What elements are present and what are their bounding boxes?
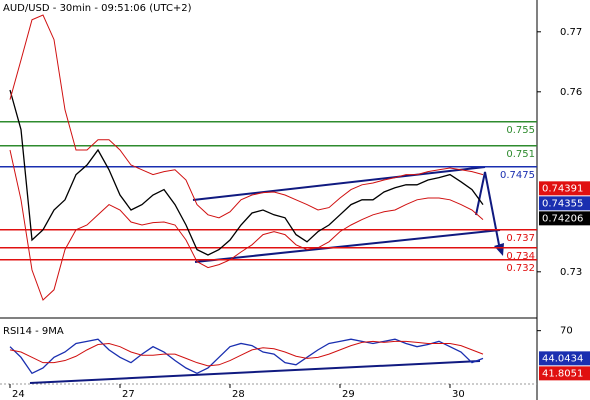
arrow-head (494, 243, 504, 256)
rsi-title: RSI14 - 9MA (3, 326, 64, 337)
price-marker (539, 196, 590, 211)
projection-arrow (475, 171, 501, 251)
price-marker-label: 44.0434 (542, 353, 583, 364)
y-tick-label: 0.73 (560, 267, 582, 278)
level-label: 0.732 (506, 263, 535, 274)
rsi-trend-line (29, 360, 481, 384)
trend-line (194, 229, 501, 263)
chart-title: AUD/USD - 30min - 09:51:06 (UTC+2) (3, 3, 192, 14)
x-tick-label: 24 (12, 389, 25, 400)
level-label: 0.737 (506, 233, 535, 244)
price-marker-label: 0.74391 (542, 183, 583, 194)
level-label: 0.7475 (500, 170, 535, 181)
x-tick-label: 29 (342, 389, 355, 400)
trend-line (192, 166, 486, 201)
level-label: 0.755 (506, 125, 535, 136)
series-line (9, 149, 484, 301)
price-marker-label: 41.8051 (542, 368, 583, 379)
series-line (9, 338, 484, 375)
x-tick-label: 30 (452, 389, 465, 400)
level-label: 0.734 (506, 251, 535, 262)
x-tick-label: 28 (232, 389, 245, 400)
price-marker-label: 0.74206 (542, 213, 583, 224)
price-marker-label: 0.74355 (542, 198, 583, 209)
series-line (9, 340, 484, 367)
series-line (9, 89, 484, 256)
price-marker (539, 181, 590, 196)
x-tick-label: 27 (122, 389, 135, 400)
level-label: 0.751 (506, 149, 535, 160)
y-tick-label: 0.76 (560, 87, 582, 98)
series-line (9, 14, 484, 219)
price-marker (539, 351, 590, 366)
price-marker (539, 366, 590, 381)
price-marker (539, 211, 590, 226)
y-tick-label: 0.77 (560, 27, 582, 38)
y-tick-label: 70 (560, 326, 573, 337)
